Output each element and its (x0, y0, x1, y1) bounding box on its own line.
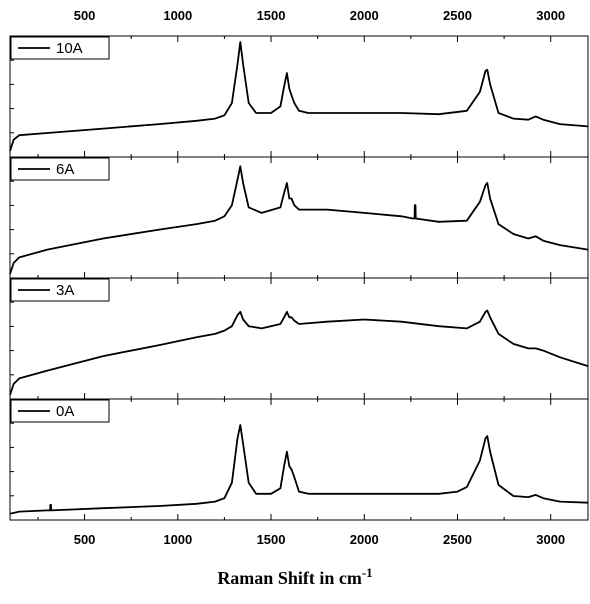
bottom-tick-label: 1000 (163, 532, 192, 547)
bottom-tick-label: 1500 (257, 532, 286, 547)
series-line-10A (9, 41, 589, 152)
series-line-6A (9, 165, 589, 275)
legend-label: 10A (56, 40, 83, 57)
panels: 10A 6A 3A 0A (9, 35, 589, 521)
series-line-3A (9, 309, 589, 396)
top-tick-label: 1000 (163, 8, 192, 23)
panel-frame (9, 398, 589, 521)
top-tick-label: 2000 (350, 8, 379, 23)
top-axis-ticks: 500 1000 1500 2000 2500 3000 (74, 8, 565, 23)
legend-3A: 3A (10, 278, 110, 302)
panel-0A: 0A (9, 398, 589, 521)
legend-0A: 0A (10, 399, 110, 423)
legend-box (10, 278, 110, 302)
panel-6A: 6A (9, 156, 589, 279)
top-tick-label: 3000 (536, 8, 565, 23)
legend-label: 3A (56, 282, 74, 299)
x-axis-label: Raman Shift in cm-1 (0, 565, 590, 589)
x-axis-label-main: Raman Shift in cm (217, 568, 362, 588)
legend-box (10, 157, 110, 181)
bottom-tick-label: 3000 (536, 532, 565, 547)
bottom-tick-label: 2500 (443, 532, 472, 547)
legend-10A: 10A (10, 36, 110, 60)
series-line-0A (9, 424, 589, 515)
legend-box (10, 399, 110, 423)
top-tick-label: 1500 (257, 8, 286, 23)
top-tick-label: 500 (74, 8, 96, 23)
bottom-tick-label: 2000 (350, 532, 379, 547)
legend-box (10, 36, 110, 60)
bottom-axis-ticks: 500 1000 1500 2000 2500 3000 (74, 532, 565, 547)
legend-label: 0A (56, 403, 74, 420)
top-tick-label: 2500 (443, 8, 472, 23)
panel-10A: 10A (9, 35, 589, 158)
bottom-tick-label: 500 (74, 532, 96, 547)
x-axis-label-exponent: -1 (361, 565, 373, 580)
legend-6A: 6A (10, 157, 110, 181)
legend-label: 6A (56, 161, 74, 178)
panel-3A: 3A (9, 277, 589, 400)
